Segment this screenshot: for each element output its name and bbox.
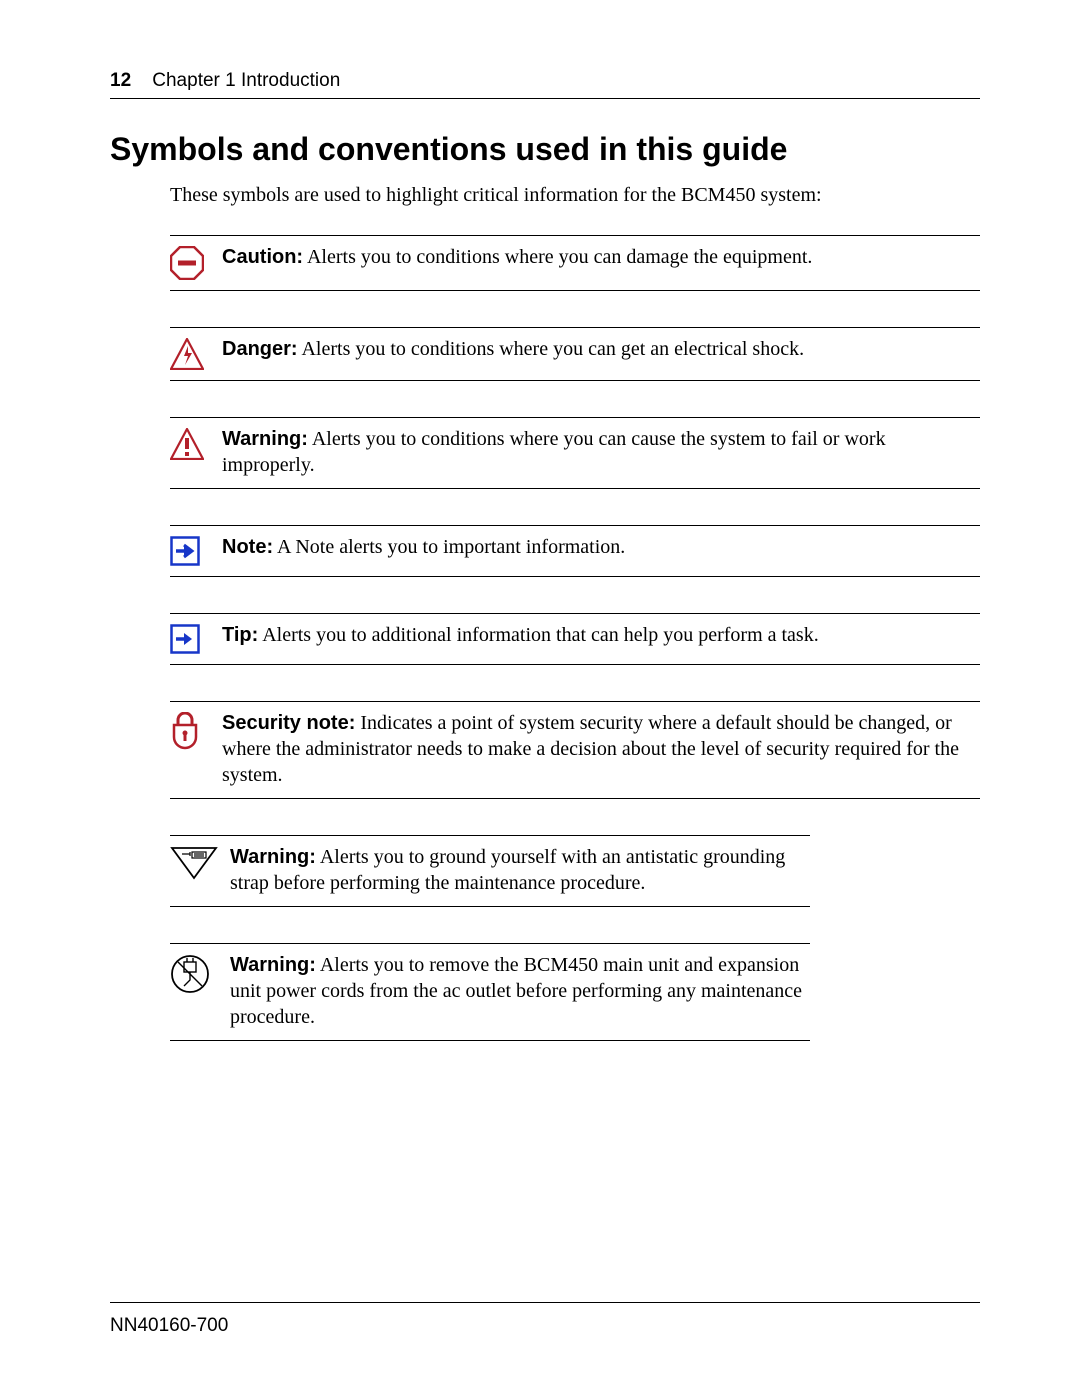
row: Caution: Alerts you to conditions where … xyxy=(170,236,980,290)
warning-power-text: Warning: Alerts you to remove the BCM450… xyxy=(230,952,810,1030)
row: Danger: Alerts you to conditions where y… xyxy=(170,328,980,380)
caution-icon xyxy=(170,244,222,280)
block-warning-general: Warning: Alerts you to conditions where … xyxy=(170,417,980,489)
intro-text: These symbols are used to highlight crit… xyxy=(170,184,980,207)
tip-body: Alerts you to additional information tha… xyxy=(258,624,818,646)
security-icon xyxy=(170,710,222,750)
tip-label: Tip: xyxy=(222,624,258,646)
block-security-note: Security note: Indicates a point of syst… xyxy=(170,701,980,799)
rule xyxy=(170,1040,810,1041)
warning-icon xyxy=(170,426,222,460)
note-body: A Note alerts you to important informati… xyxy=(273,536,625,558)
caution-label: Caution: xyxy=(222,246,303,268)
block-note: Note: A Note alerts you to important inf… xyxy=(170,525,980,577)
power-icon xyxy=(170,952,230,994)
danger-label: Danger: xyxy=(222,338,298,360)
page-footer: NN40160-700 xyxy=(110,1302,980,1337)
danger-text: Danger: Alerts you to conditions where y… xyxy=(222,336,980,362)
danger-body: Alerts you to conditions where you can g… xyxy=(298,338,805,360)
chapter-title: Chapter 1 Introduction xyxy=(152,70,340,91)
warning-power-body: Alerts you to remove the BCM450 main uni… xyxy=(230,954,802,1028)
row: Tip: Alerts you to additional informatio… xyxy=(170,614,980,664)
warning-general-body: Alerts you to conditions where you can c… xyxy=(222,428,886,476)
footer-rule xyxy=(110,1302,980,1303)
warning-general-text: Warning: Alerts you to conditions where … xyxy=(222,426,980,478)
section-title: Symbols and conventions used in this gui… xyxy=(110,131,980,168)
warning-power-label: Warning: xyxy=(230,954,316,976)
page: 12 Chapter 1 Introduction Symbols and co… xyxy=(0,0,1080,1397)
caution-text: Caution: Alerts you to conditions where … xyxy=(222,244,980,270)
block-warning-power: Warning: Alerts you to remove the BCM450… xyxy=(170,943,810,1041)
rule xyxy=(170,906,810,907)
row: Security note: Indicates a point of syst… xyxy=(170,702,980,798)
security-note-text: Security note: Indicates a point of syst… xyxy=(222,710,980,788)
tip-text: Tip: Alerts you to additional informatio… xyxy=(222,622,980,648)
row: Warning: Alerts you to remove the BCM450… xyxy=(170,944,810,1040)
danger-icon xyxy=(170,336,222,370)
rule xyxy=(170,290,980,291)
row: Warning: Alerts you to ground yourself w… xyxy=(170,836,810,906)
page-header: 12 Chapter 1 Introduction xyxy=(110,70,980,99)
rule xyxy=(170,488,980,489)
footer-doc-id: NN40160-700 xyxy=(110,1315,980,1337)
tip-icon xyxy=(170,622,222,654)
rule xyxy=(170,380,980,381)
rule xyxy=(170,798,980,799)
note-text: Note: A Note alerts you to important inf… xyxy=(222,534,980,560)
row: Note: A Note alerts you to important inf… xyxy=(170,526,980,576)
rule xyxy=(170,576,980,577)
security-note-label: Security note: xyxy=(222,712,355,734)
note-label: Note: xyxy=(222,536,273,558)
note-icon xyxy=(170,534,222,566)
caution-body: Alerts you to conditions where you can d… xyxy=(303,246,812,268)
block-danger: Danger: Alerts you to conditions where y… xyxy=(170,327,980,381)
block-warning-esd: Warning: Alerts you to ground yourself w… xyxy=(170,835,810,907)
warning-esd-label: Warning: xyxy=(230,846,316,868)
header-text: 12 Chapter 1 Introduction xyxy=(110,70,340,91)
block-tip: Tip: Alerts you to additional informatio… xyxy=(170,613,980,665)
header-chapter xyxy=(136,70,152,91)
esd-icon xyxy=(170,844,230,880)
rule xyxy=(170,664,980,665)
page-number: 12 xyxy=(110,70,131,91)
warning-general-label: Warning: xyxy=(222,428,308,450)
block-caution: Caution: Alerts you to conditions where … xyxy=(170,235,980,291)
row: Warning: Alerts you to conditions where … xyxy=(170,418,980,488)
warning-esd-text: Warning: Alerts you to ground yourself w… xyxy=(230,844,810,896)
